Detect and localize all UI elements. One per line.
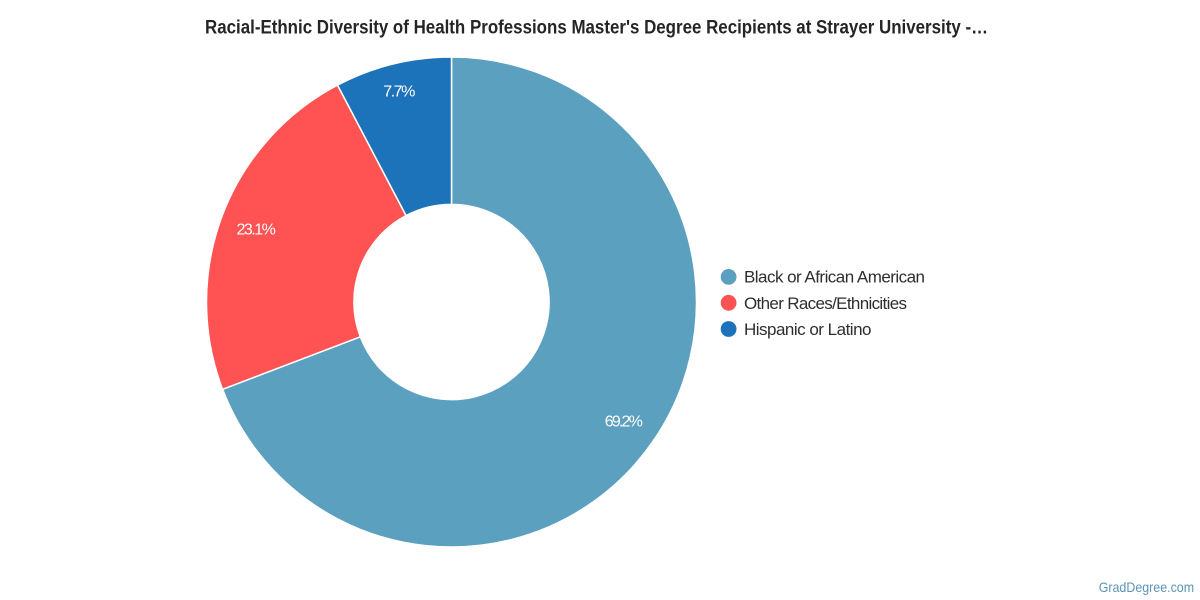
svg-text:23.1%: 23.1% [237,221,276,238]
svg-text:Black or African American: Black or African American [744,268,925,287]
svg-text:Racial-Ethnic Diversity of Hea: Racial-Ethnic Diversity of Health Profes… [205,17,988,39]
svg-text:7.7%: 7.7% [383,83,415,100]
svg-text:Other Races/Ethnicities: Other Races/Ethnicities [744,294,907,313]
svg-text:GradDegree.com: GradDegree.com [1099,579,1194,595]
svg-text:69.2%: 69.2% [605,414,643,431]
svg-text:Hispanic or Latino: Hispanic or Latino [744,320,872,339]
